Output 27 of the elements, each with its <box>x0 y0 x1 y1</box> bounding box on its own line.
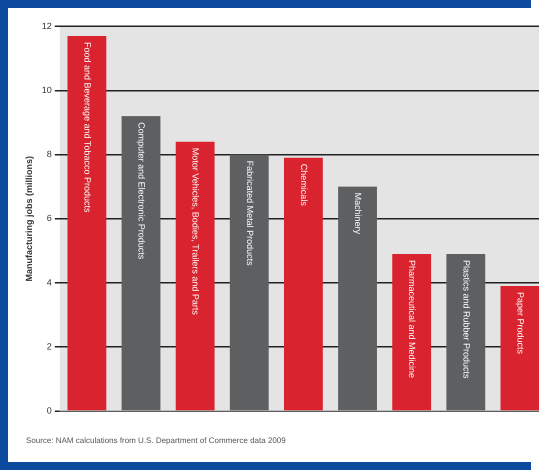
x-tick-label: Fabricated Metal Products <box>244 160 255 266</box>
y-tick-label: 4 <box>46 277 52 288</box>
x-tick-label: Paper Products <box>515 292 526 355</box>
source-note: Source: NAM calculations from U.S. Department of Commerce data 2009 <box>26 436 286 445</box>
y-tick-label: 12 <box>42 20 52 31</box>
x-tick-label: Motor Vehicles, Bodies, Trailers and Parts <box>190 148 201 316</box>
x-tick-label: Pharmaceutical and Medicine <box>407 260 418 378</box>
y-tick-label: 6 <box>46 213 52 224</box>
bar <box>230 154 269 410</box>
y-tick-label: 10 <box>42 84 52 95</box>
bar <box>67 36 106 410</box>
y-tick-label: 0 <box>46 405 52 416</box>
y-axis-title: Manufacturing jobs (millions) <box>24 156 34 282</box>
x-tick-label: Computer and Electronic Products <box>136 122 147 260</box>
y-tick-label: 2 <box>46 341 52 352</box>
bar <box>338 186 377 410</box>
bar <box>176 142 215 410</box>
x-tick-label: Machinery <box>353 192 364 235</box>
bar <box>122 116 160 410</box>
bar <box>284 158 323 410</box>
x-tick-label: Food and Beverage and Tobacco Products <box>82 42 92 213</box>
x-tick-label: Plastics and Rubber Products <box>461 260 472 380</box>
bar <box>392 254 432 410</box>
bar <box>446 254 486 410</box>
bar <box>500 286 539 410</box>
x-tick-label: Chemicals <box>298 164 309 206</box>
y-tick-label: 8 <box>46 149 52 160</box>
